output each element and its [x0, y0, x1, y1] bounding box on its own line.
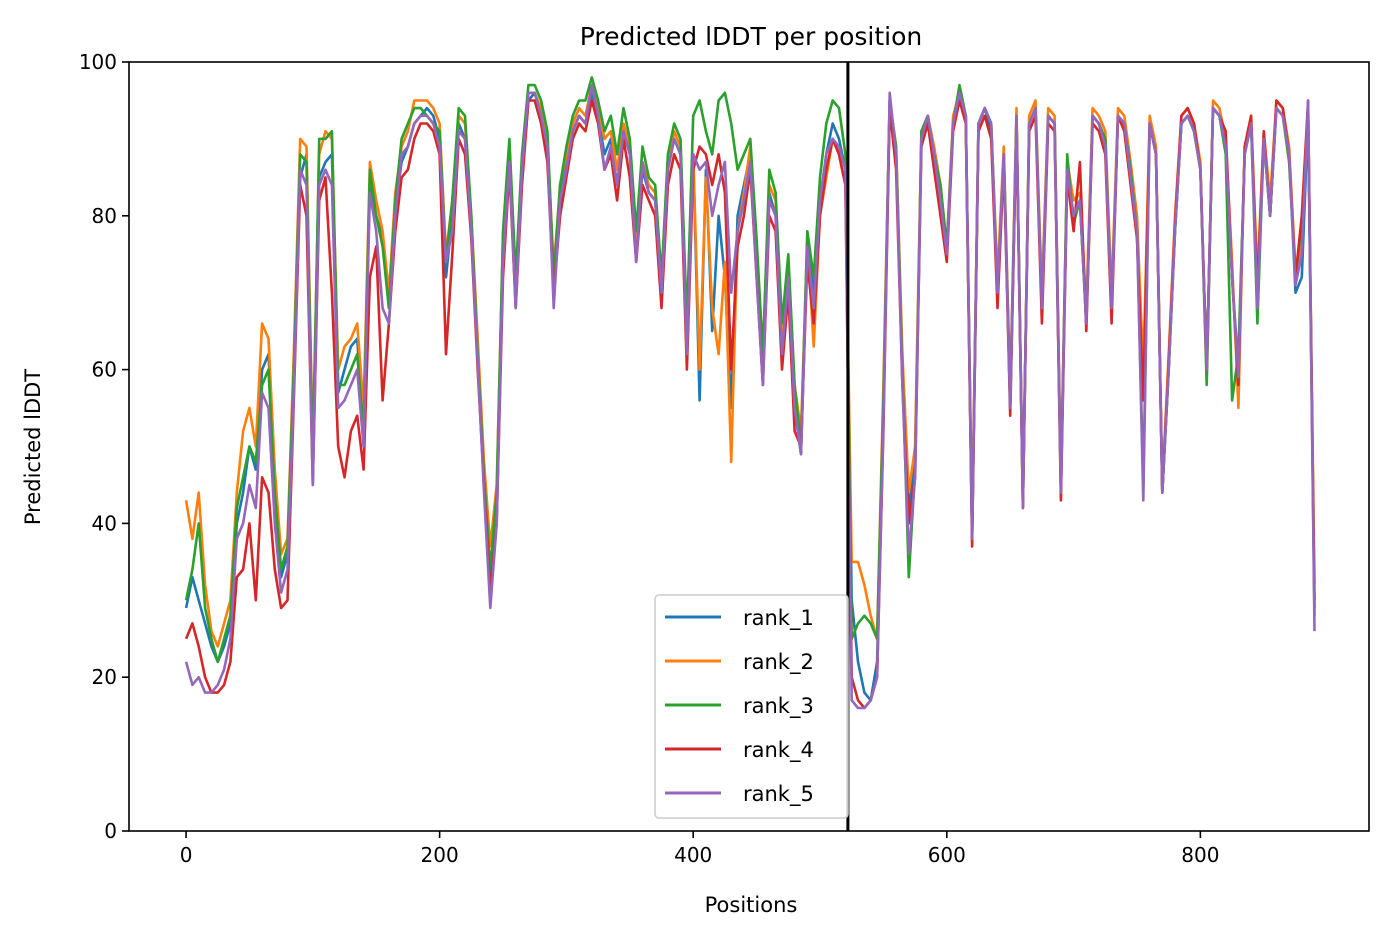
y-tick-label: 60 — [92, 358, 117, 382]
legend-label-rank_2: rank_2 — [743, 650, 814, 675]
y-tick-label: 80 — [92, 204, 117, 228]
x-tick-label: 0 — [180, 843, 193, 867]
x-tick-label: 400 — [674, 843, 712, 867]
x-tick-label: 800 — [1181, 843, 1219, 867]
legend-box — [654, 594, 849, 819]
y-tick-label: 40 — [92, 511, 117, 535]
plot-area: 0 200 400 600 800 0 20 40 60 80 100 — [79, 50, 1370, 867]
y-tick-label: 100 — [79, 50, 117, 74]
legend-label-rank_3: rank_3 — [743, 694, 814, 719]
y-axis-title: Predicted lDDT — [21, 369, 45, 525]
legend-label-rank_4: rank_4 — [743, 738, 814, 763]
x-tick-label: 200 — [421, 843, 459, 867]
legend: rank_1 rank_2 rank_3 rank_4 rank_5 — [654, 594, 849, 819]
y-tick-label: 20 — [92, 665, 117, 689]
plot-frame — [128, 61, 1370, 832]
y-tick-label: 0 — [104, 819, 117, 843]
x-axis-title: Positions — [705, 893, 798, 917]
legend-label-rank_1: rank_1 — [743, 606, 814, 631]
series-line-rank_5 — [184, 83, 1316, 710]
x-tick-label: 600 — [928, 843, 966, 867]
legend-label-rank_5: rank_5 — [743, 782, 814, 807]
chart-title: Predicted lDDT per position — [580, 22, 922, 51]
